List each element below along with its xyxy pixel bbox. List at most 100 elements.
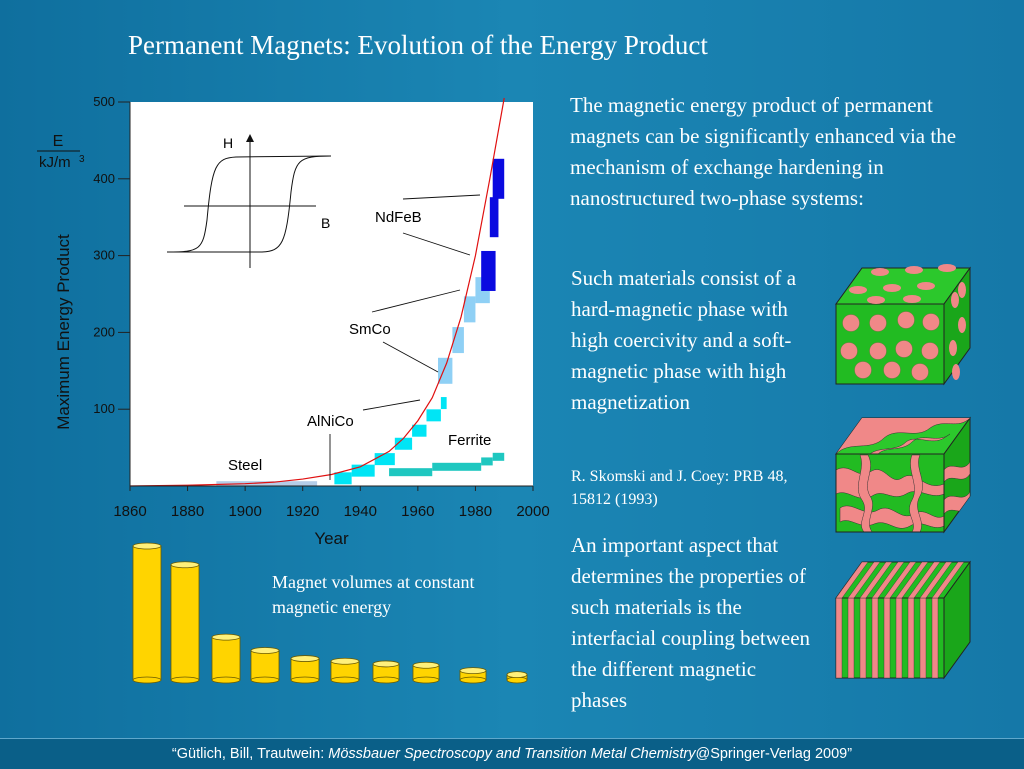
leader-line bbox=[382, 341, 439, 373]
cylinder-base bbox=[250, 676, 280, 684]
series-step-smco bbox=[463, 296, 476, 323]
series-step-ferrite bbox=[481, 457, 493, 466]
cylinder bbox=[506, 671, 528, 684]
cylinder-top bbox=[132, 542, 162, 550]
cylinder bbox=[412, 661, 440, 684]
y-tick-label: 200 bbox=[93, 324, 115, 339]
hard-phase-layer bbox=[859, 597, 867, 679]
series-step-alnico bbox=[440, 397, 447, 410]
slide-title: Permanent Magnets: Evolution of the Ener… bbox=[128, 30, 708, 60]
cylinder-base bbox=[290, 676, 320, 684]
leader-line bbox=[402, 232, 471, 256]
cube-outline bbox=[835, 453, 945, 533]
hard-phase-particle bbox=[938, 264, 956, 272]
x-axis-title: Year bbox=[314, 529, 349, 548]
hard-phase-layer-top bbox=[907, 561, 941, 599]
hard-phase-particle bbox=[842, 314, 860, 332]
y-unit-exponent: 3 bbox=[79, 154, 85, 165]
hard-phase-particle bbox=[840, 342, 858, 360]
cylinder-base bbox=[372, 676, 400, 684]
series-step-ndfeb bbox=[489, 197, 499, 238]
series-step-alnico bbox=[426, 409, 441, 422]
hard-phase-particle bbox=[883, 284, 901, 292]
hard-phase-layer-top bbox=[919, 561, 953, 599]
cylinder bbox=[211, 633, 241, 684]
multilayer-cube bbox=[835, 560, 971, 680]
y-tick-label: 500 bbox=[93, 94, 115, 109]
magnet-volume-cylinders bbox=[132, 542, 528, 684]
cylinder-top bbox=[290, 655, 320, 662]
hard-phase-layer bbox=[847, 597, 855, 679]
series-step-ferrite bbox=[492, 452, 505, 461]
hard-phase-particle bbox=[897, 311, 915, 329]
hard-phase-particle bbox=[895, 340, 913, 358]
series-step-ferrite bbox=[432, 462, 482, 471]
leader-line bbox=[371, 289, 461, 313]
series-step-alnico bbox=[334, 472, 352, 485]
cylinder bbox=[170, 561, 200, 684]
x-tick-label: 1980 bbox=[459, 503, 492, 520]
hard-phase-particle bbox=[849, 286, 867, 294]
hard-phase-layer bbox=[871, 597, 879, 679]
trend-curve bbox=[129, 97, 505, 487]
hard-phase-layer-top bbox=[931, 561, 965, 599]
hard-phase-particle bbox=[905, 266, 923, 274]
series-label-ndfeb: NdFeB bbox=[375, 209, 422, 226]
dispersed-particles-cube bbox=[835, 264, 971, 386]
cylinder-top bbox=[330, 657, 360, 665]
x-tick-label: 1960 bbox=[401, 503, 434, 520]
footer-book-title: Mössbauer Spectroscopy and Transition Me… bbox=[328, 746, 696, 762]
cylinder bbox=[132, 542, 162, 684]
hard-phase-layer bbox=[883, 597, 891, 679]
magnet-series-steps bbox=[216, 158, 505, 487]
hard-phase-particle bbox=[949, 340, 957, 356]
hysteresis-upper-branch bbox=[166, 155, 332, 253]
cylinder-top bbox=[372, 660, 400, 668]
cylinder-top bbox=[211, 633, 241, 641]
cylinder-top bbox=[250, 647, 280, 654]
hard-phase-particle bbox=[903, 295, 921, 303]
hard-phase-layer bbox=[931, 597, 939, 679]
hard-phase-layer-top bbox=[895, 561, 929, 599]
interface-paragraph: An important aspect that determines the … bbox=[571, 533, 811, 712]
hard-phase-network bbox=[836, 418, 970, 532]
hard-phase-layer-top bbox=[847, 561, 881, 599]
y-tick-label: 300 bbox=[93, 248, 115, 263]
x-tick-label: 1880 bbox=[171, 503, 204, 520]
hard-phase-layer bbox=[907, 597, 915, 679]
hard-phase-particle bbox=[922, 313, 940, 331]
series-step-smco bbox=[438, 357, 453, 384]
y-unit-denominator: kJ/m bbox=[39, 154, 71, 171]
cylinder-top bbox=[459, 667, 487, 675]
hard-phase-particle bbox=[952, 364, 960, 380]
cube-side-face bbox=[943, 560, 971, 680]
cylinder-body bbox=[132, 545, 162, 681]
hard-phase-region bbox=[909, 454, 923, 532]
leader-line bbox=[362, 399, 421, 411]
series-step-steel bbox=[216, 481, 318, 487]
cylinder bbox=[290, 655, 320, 684]
hard-phase-layer-top bbox=[859, 561, 893, 599]
hard-phase-particle bbox=[958, 317, 966, 333]
cylinder-caption: Magnet volumes at constant magnetic ener… bbox=[272, 572, 475, 617]
y-unit-numerator: E bbox=[53, 133, 64, 150]
hard-phase-layer-top bbox=[883, 561, 917, 599]
hard-phase-layer bbox=[835, 597, 843, 679]
hard-phase-particle bbox=[958, 282, 966, 298]
footer-citation: “Gütlich, Bill, Trautwein: Mössbauer Spe… bbox=[0, 738, 1024, 769]
hard-phase-particle bbox=[871, 268, 889, 276]
hard-phase-layer bbox=[895, 597, 903, 679]
cylinder bbox=[459, 667, 487, 684]
y-tick-label: 100 bbox=[93, 401, 115, 416]
two-phase-paragraph: Such materials consist of a hard-magneti… bbox=[571, 266, 797, 414]
energy-product-chart: HB 1860 1880 1900 1920 1940 1960 1980 200010020… bbox=[37, 94, 550, 548]
series-step-ferrite bbox=[389, 468, 433, 477]
intro-paragraph: The magnetic energy product of permanent… bbox=[570, 93, 957, 210]
hard-phase-layer bbox=[919, 597, 927, 679]
hard-phase-particle bbox=[854, 361, 872, 379]
reference-citation: R. Skomski and J. Coey: PRB 48, 15812 (1… bbox=[571, 468, 788, 508]
series-label-alnico: AlNiCo bbox=[307, 413, 354, 430]
cylinder bbox=[372, 660, 400, 684]
hysteresis-lower-branch bbox=[167, 155, 332, 253]
hard-phase-particle bbox=[917, 282, 935, 290]
